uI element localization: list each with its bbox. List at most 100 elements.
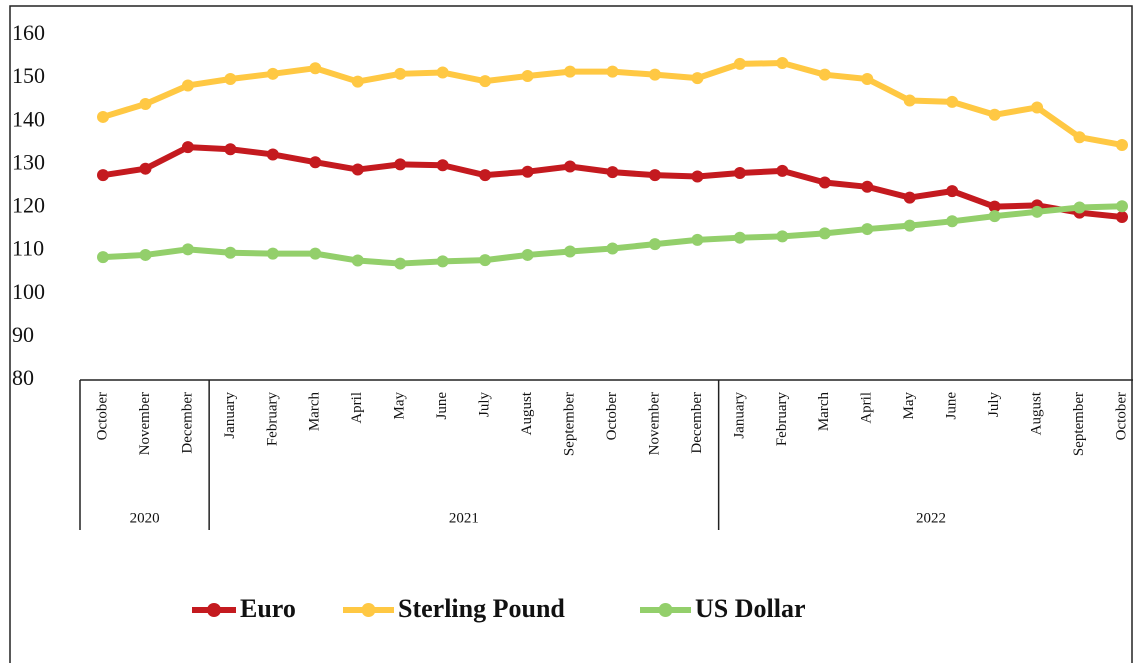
point — [818, 227, 831, 240]
point — [691, 72, 704, 85]
point — [436, 159, 449, 172]
point — [1116, 138, 1128, 151]
point — [776, 164, 789, 177]
point — [776, 230, 789, 243]
group-label: 2021 — [449, 510, 479, 526]
point — [818, 176, 831, 189]
point — [266, 247, 279, 260]
legend-swatch — [658, 603, 673, 617]
point — [733, 57, 746, 70]
point — [946, 95, 959, 108]
y-tick-label: 80 — [12, 365, 34, 390]
point — [521, 165, 534, 178]
point — [394, 158, 407, 171]
point — [818, 68, 831, 81]
legend-label: US Dollar — [695, 594, 806, 623]
point — [139, 162, 152, 175]
point — [394, 67, 407, 80]
point — [479, 254, 492, 267]
point — [1116, 210, 1128, 223]
y-tick-label: 160 — [12, 20, 45, 45]
group-label: 2020 — [130, 510, 160, 526]
x-tick-label: April — [859, 392, 875, 424]
point — [606, 65, 619, 78]
point — [691, 233, 704, 246]
point — [266, 148, 279, 161]
y-tick-label: 150 — [12, 63, 45, 88]
point — [436, 255, 449, 268]
x-tick-label: July — [986, 392, 1002, 418]
point — [648, 169, 661, 182]
point — [946, 215, 959, 228]
point — [97, 110, 109, 123]
point — [97, 251, 109, 264]
x-tick-label: July — [477, 392, 493, 418]
point — [309, 156, 322, 169]
point — [521, 69, 534, 82]
point — [351, 163, 364, 176]
y-tick-label: 110 — [12, 236, 44, 261]
point — [988, 210, 1001, 223]
x-tick-label: June — [944, 392, 960, 420]
point — [436, 66, 449, 79]
legend-label: Euro — [240, 594, 296, 623]
point — [606, 166, 619, 179]
x-tick-label: October — [94, 392, 110, 440]
point — [181, 141, 194, 154]
x-tick-label: September — [561, 392, 577, 456]
x-tick-label: November — [137, 392, 153, 455]
point — [1073, 201, 1086, 214]
x-tick-label: August — [519, 391, 535, 435]
x-tick-label: January — [222, 392, 238, 439]
point — [946, 185, 959, 198]
point — [861, 72, 874, 85]
point — [564, 65, 577, 78]
point — [479, 75, 492, 88]
x-tick-label: May — [392, 392, 408, 420]
point — [351, 75, 364, 88]
x-tick-label: June — [434, 392, 450, 420]
point — [224, 246, 237, 259]
x-tick-label: October — [604, 392, 620, 440]
point — [691, 170, 704, 183]
x-tick-label: August — [1029, 391, 1045, 435]
x-tick-label: September — [1071, 392, 1087, 456]
frame — [9, 5, 1133, 663]
x-tick-label: March — [816, 392, 832, 432]
point — [648, 238, 661, 251]
point — [648, 68, 661, 81]
x-tick-label: November — [646, 392, 662, 455]
point — [181, 243, 194, 256]
point — [776, 57, 789, 70]
point — [1073, 131, 1086, 144]
x-tick-label: October — [1113, 392, 1129, 440]
y-tick-label: 140 — [12, 106, 45, 131]
y-tick-label: 100 — [12, 279, 45, 304]
x-tick-label: December — [689, 392, 705, 454]
x-tick-label: March — [307, 392, 323, 432]
point — [97, 169, 109, 182]
legend-label: Sterling Pound — [398, 594, 565, 623]
x-tick-label: February — [264, 392, 280, 447]
point — [351, 254, 364, 267]
y-tick-label: 120 — [12, 193, 45, 218]
y-tick-label: 130 — [12, 149, 45, 174]
point — [309, 62, 322, 75]
point — [394, 257, 407, 270]
legend-swatch — [361, 603, 376, 617]
point — [1031, 101, 1044, 114]
x-tick-label: December — [179, 392, 195, 454]
x-tick-label: February — [774, 392, 790, 447]
point — [1031, 205, 1044, 218]
x-tick-label: April — [349, 392, 365, 424]
point — [903, 191, 916, 204]
point — [139, 98, 152, 110]
y-tick-label: 90 — [12, 322, 34, 347]
series-line — [102, 144, 1123, 220]
group-label: 2022 — [916, 510, 946, 526]
point — [988, 200, 1001, 213]
point — [479, 169, 492, 182]
legend-swatch — [207, 603, 221, 617]
point — [224, 143, 237, 156]
point — [224, 72, 237, 85]
